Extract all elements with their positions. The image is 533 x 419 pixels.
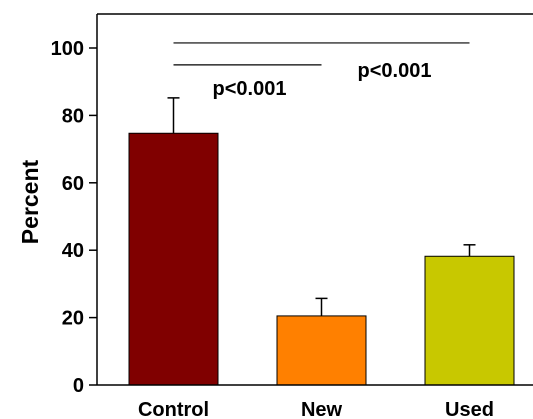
y-tick-label: 40: [62, 240, 84, 262]
bar-control: [128, 132, 219, 386]
x-tick-label-control: Control: [138, 399, 209, 419]
significance-label-1: p<0.001: [213, 78, 287, 100]
y-tick-label: 80: [62, 105, 84, 127]
significance-annotations: p<0.001 p<0.001: [173, 42, 470, 100]
x-tick-label-used: Used: [445, 399, 494, 419]
x-axis-labels: Control New Used: [138, 399, 494, 419]
bar-new: [276, 315, 367, 386]
y-tick-label: 0: [73, 375, 84, 397]
y-axis-title: Percent: [17, 159, 43, 244]
error-bars-group: [167, 97, 476, 316]
significance-label-2: p<0.001: [358, 60, 432, 82]
x-tick-label-new: New: [301, 399, 343, 419]
y-axis-ticks: 0 20 40 60 80 100: [51, 38, 97, 397]
y-tick-label: 20: [62, 308, 84, 330]
bar-used: [424, 255, 515, 386]
y-tick-label: 60: [62, 173, 84, 195]
y-tick-label: 100: [51, 38, 84, 60]
bars-group: [128, 132, 515, 386]
